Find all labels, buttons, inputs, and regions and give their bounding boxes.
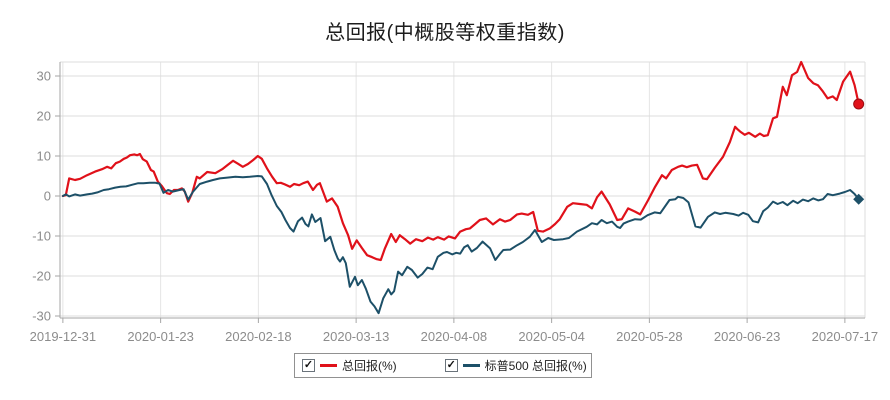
x-tick-label: 2020-02-18 <box>225 329 292 344</box>
x-tick-label: 2020-04-08 <box>421 329 488 344</box>
series-end-marker-1 <box>853 193 865 205</box>
y-tick-label: 10 <box>37 149 51 164</box>
x-tick-label: 2020-06-23 <box>714 329 781 344</box>
series-line-1 <box>61 175 860 315</box>
y-tick-label: -30 <box>32 309 51 324</box>
x-tick-label: 2020-03-13 <box>323 329 390 344</box>
legend-checkbox-sp500-total-return[interactable]: ✓ <box>444 359 458 372</box>
series-line-0 <box>61 60 860 262</box>
series-end-marker-0 <box>853 98 865 110</box>
y-tick-label: 0 <box>44 189 51 204</box>
legend-item-sp500-total-return[interactable]: ✓ 标普500 总回报(%) <box>444 357 587 374</box>
y-tick-label: -10 <box>32 229 51 244</box>
y-tick-label: 30 <box>37 69 51 84</box>
legend-label-total-return: 总回报(%) <box>342 359 397 373</box>
legend-item-total-return[interactable]: ✓ 总回报(%) <box>302 357 397 374</box>
x-tick-label: 2020-07-17 <box>812 329 879 344</box>
chart-title: 总回报(中概股等权重指数) <box>325 22 565 44</box>
legend-line-swatch-total-return <box>320 364 337 367</box>
legend-checkbox-total-return[interactable]: ✓ <box>302 359 315 372</box>
legend-line-swatch-sp500-total-return <box>462 364 480 367</box>
x-tick-label: 2020-05-04 <box>518 329 585 344</box>
legend: ✓ 总回报(%) ✓ 标普500 总回报(%) <box>294 353 592 378</box>
y-tick-label: -20 <box>32 269 51 284</box>
legend-label-sp500-total-return: 标普500 总回报(%) <box>484 359 587 373</box>
x-tick-label: 2020-01-23 <box>127 329 194 344</box>
y-tick-label: 20 <box>37 109 51 124</box>
x-tick-label: 2020-05-28 <box>616 329 683 344</box>
x-tick-label: 2019-12-31 <box>30 329 97 344</box>
